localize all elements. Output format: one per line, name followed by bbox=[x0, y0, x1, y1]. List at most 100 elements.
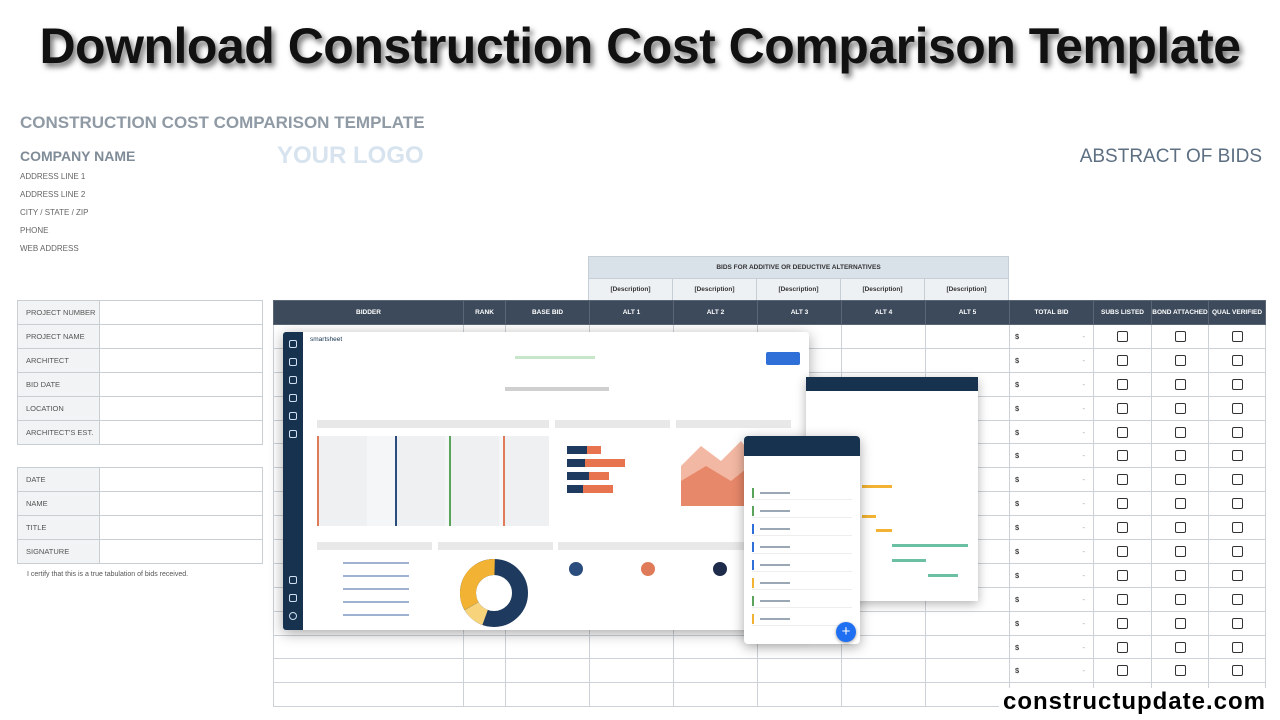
bid-cell[interactable] bbox=[925, 658, 1010, 684]
bid-cell[interactable] bbox=[505, 658, 590, 684]
bid-cell[interactable] bbox=[841, 682, 926, 708]
alt-description[interactable]: [Description] bbox=[588, 278, 673, 301]
subs-listed-checkbox[interactable] bbox=[1117, 474, 1128, 486]
bond-attached-checkbox[interactable] bbox=[1174, 641, 1186, 653]
location-field[interactable] bbox=[99, 396, 263, 421]
total-bid-cell[interactable]: $- bbox=[1009, 539, 1094, 564]
alt-description[interactable]: [Description] bbox=[756, 278, 841, 301]
bid-cell[interactable] bbox=[841, 324, 926, 349]
qual-verified-checkbox[interactable] bbox=[1231, 474, 1243, 486]
total-bid-cell[interactable]: $- bbox=[1009, 515, 1094, 541]
bid-cell[interactable] bbox=[673, 658, 758, 684]
qual-verified-checkbox[interactable] bbox=[1231, 426, 1243, 438]
bond-attached-checkbox[interactable] bbox=[1174, 522, 1186, 534]
total-bid-cell[interactable]: $- bbox=[1009, 658, 1094, 684]
bond-attached-checkbox[interactable] bbox=[1174, 498, 1186, 510]
subs-listed-checkbox[interactable] bbox=[1117, 354, 1128, 366]
bid-cell[interactable] bbox=[589, 658, 674, 684]
bid-cell[interactable] bbox=[925, 634, 1010, 660]
bid-cell[interactable] bbox=[463, 634, 506, 660]
alt-description[interactable]: [Description] bbox=[672, 278, 757, 301]
bond-attached-checkbox[interactable] bbox=[1174, 665, 1186, 677]
bond-attached-checkbox[interactable] bbox=[1174, 569, 1186, 581]
bid-cell[interactable] bbox=[925, 324, 1010, 349]
qual-verified-checkbox[interactable] bbox=[1231, 569, 1243, 581]
subs-listed-checkbox[interactable] bbox=[1117, 426, 1128, 438]
qual-verified-checkbox[interactable] bbox=[1231, 522, 1243, 534]
bid-cell[interactable] bbox=[589, 682, 674, 708]
total-bid-cell[interactable]: $- bbox=[1009, 419, 1094, 445]
bond-attached-checkbox[interactable] bbox=[1174, 354, 1186, 366]
project-number-field[interactable] bbox=[99, 300, 263, 325]
bid-cell[interactable] bbox=[505, 682, 590, 708]
bid-cell[interactable] bbox=[505, 634, 590, 660]
bond-attached-checkbox[interactable] bbox=[1174, 593, 1186, 605]
bond-attached-checkbox[interactable] bbox=[1174, 330, 1186, 342]
bid-cell[interactable] bbox=[841, 347, 926, 373]
bid-cell[interactable] bbox=[925, 347, 1010, 373]
total-bid-cell[interactable]: $- bbox=[1009, 634, 1094, 660]
date-field[interactable] bbox=[99, 467, 263, 492]
alt-description[interactable]: [Description] bbox=[924, 278, 1009, 301]
subs-listed-checkbox[interactable] bbox=[1117, 330, 1128, 342]
architect-field[interactable] bbox=[99, 348, 263, 373]
project-name-field[interactable] bbox=[99, 324, 263, 349]
bond-attached-checkbox[interactable] bbox=[1174, 378, 1186, 390]
subs-listed-checkbox[interactable] bbox=[1117, 593, 1128, 605]
bond-attached-checkbox[interactable] bbox=[1174, 450, 1186, 462]
subs-listed-checkbox[interactable] bbox=[1117, 641, 1128, 653]
bid-cell[interactable] bbox=[925, 682, 1010, 708]
subs-listed-checkbox[interactable] bbox=[1117, 402, 1128, 414]
bid-cell[interactable] bbox=[925, 610, 1010, 636]
bid-cell[interactable] bbox=[463, 658, 506, 684]
total-bid-cell[interactable]: $- bbox=[1009, 395, 1094, 421]
qual-verified-checkbox[interactable] bbox=[1231, 617, 1243, 629]
add-fab-button[interactable]: + bbox=[836, 622, 856, 642]
subs-listed-checkbox[interactable] bbox=[1117, 522, 1128, 534]
name-field[interactable] bbox=[99, 491, 263, 516]
qual-verified-checkbox[interactable] bbox=[1231, 378, 1243, 390]
total-bid-cell[interactable]: $- bbox=[1009, 491, 1094, 517]
architects-estimate-field[interactable] bbox=[99, 420, 263, 445]
qual-verified-checkbox[interactable] bbox=[1231, 593, 1243, 605]
signature-field[interactable] bbox=[99, 539, 263, 564]
bid-cell[interactable] bbox=[841, 634, 926, 660]
qual-verified-checkbox[interactable] bbox=[1231, 665, 1243, 677]
total-bid-cell[interactable]: $- bbox=[1009, 371, 1094, 397]
total-bid-cell[interactable]: $- bbox=[1009, 562, 1094, 588]
total-bid-cell[interactable]: $- bbox=[1009, 347, 1094, 373]
bid-cell[interactable] bbox=[673, 682, 758, 708]
qual-verified-checkbox[interactable] bbox=[1231, 641, 1243, 653]
bid-cell[interactable] bbox=[273, 682, 464, 708]
bond-attached-checkbox[interactable] bbox=[1174, 617, 1186, 629]
qual-verified-checkbox[interactable] bbox=[1231, 330, 1243, 342]
subs-listed-checkbox[interactable] bbox=[1117, 545, 1128, 557]
subs-listed-checkbox[interactable] bbox=[1117, 498, 1128, 510]
total-bid-cell[interactable]: $- bbox=[1009, 467, 1094, 493]
bid-cell[interactable] bbox=[841, 658, 926, 684]
subs-listed-checkbox[interactable] bbox=[1117, 378, 1128, 390]
qual-verified-checkbox[interactable] bbox=[1231, 545, 1243, 557]
total-bid-cell[interactable]: $- bbox=[1009, 443, 1094, 469]
subs-listed-checkbox[interactable] bbox=[1117, 569, 1128, 581]
subs-listed-checkbox[interactable] bbox=[1117, 617, 1128, 629]
bid-cell[interactable] bbox=[273, 658, 464, 684]
bid-cell[interactable] bbox=[673, 634, 758, 660]
subs-listed-checkbox[interactable] bbox=[1117, 450, 1128, 462]
qual-verified-checkbox[interactable] bbox=[1231, 450, 1243, 462]
total-bid-cell[interactable]: $- bbox=[1009, 610, 1094, 636]
bond-attached-checkbox[interactable] bbox=[1174, 426, 1186, 438]
qual-verified-checkbox[interactable] bbox=[1231, 402, 1243, 414]
bid-cell[interactable] bbox=[273, 634, 464, 660]
bond-attached-checkbox[interactable] bbox=[1174, 474, 1186, 486]
bid-cell[interactable] bbox=[757, 682, 842, 708]
bid-cell[interactable] bbox=[589, 634, 674, 660]
title-field[interactable] bbox=[99, 515, 263, 540]
bond-attached-checkbox[interactable] bbox=[1174, 545, 1186, 557]
share-button[interactable] bbox=[766, 352, 800, 365]
bond-attached-checkbox[interactable] bbox=[1174, 402, 1186, 414]
bid-cell[interactable] bbox=[463, 682, 506, 708]
total-bid-cell[interactable]: $- bbox=[1009, 586, 1094, 612]
qual-verified-checkbox[interactable] bbox=[1231, 498, 1243, 510]
alt-description[interactable]: [Description] bbox=[840, 278, 925, 301]
